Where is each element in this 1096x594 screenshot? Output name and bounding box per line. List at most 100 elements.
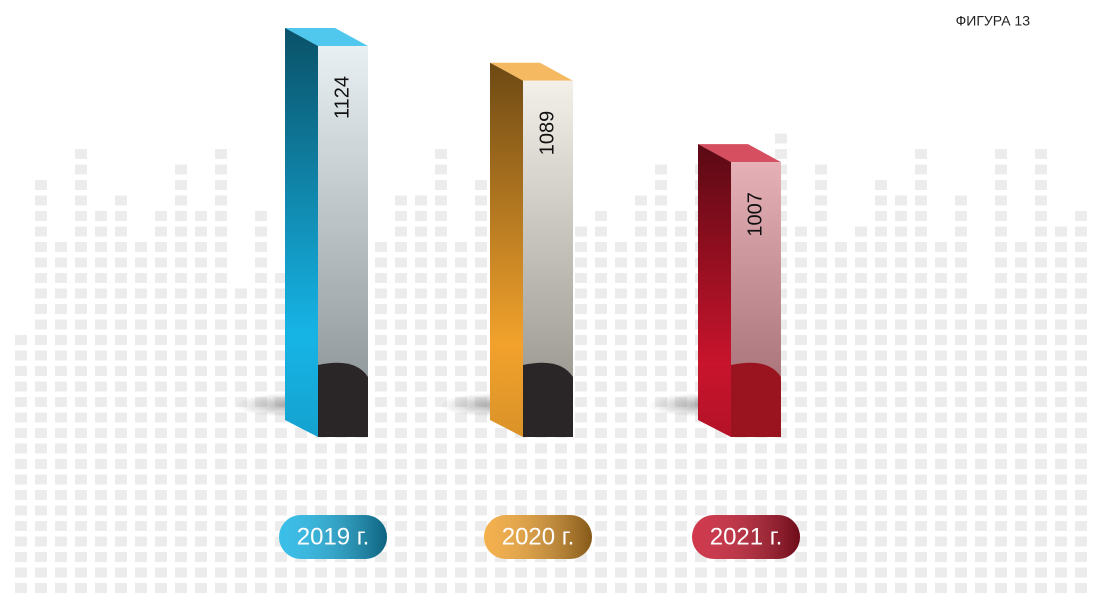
- bg-square: [195, 412, 207, 423]
- bg-square: [195, 443, 207, 454]
- bg-square: [475, 335, 487, 345]
- bg-square: [255, 521, 267, 531]
- bg-square: [635, 350, 647, 361]
- bg-square: [855, 273, 867, 283]
- bar-base: [731, 362, 781, 437]
- bg-square: [675, 211, 687, 221]
- bg-square: [275, 412, 287, 423]
- bg-square: [815, 304, 827, 314]
- bg-square: [735, 567, 747, 578]
- bg-square: [835, 474, 847, 485]
- bg-square: [895, 319, 907, 330]
- bg-square: [1015, 304, 1027, 314]
- bg-square: [995, 335, 1007, 345]
- bg-square: [875, 319, 887, 330]
- bg-square: [995, 412, 1007, 423]
- bg-square: [75, 490, 87, 500]
- bg-square: [175, 366, 187, 376]
- bg-square: [1075, 366, 1087, 376]
- bg-square: [175, 226, 187, 237]
- bg-square: [955, 273, 967, 283]
- bg-square: [1035, 443, 1047, 454]
- bg-square: [215, 428, 227, 438]
- bg-square: [215, 474, 227, 485]
- bg-square: [255, 350, 267, 361]
- bg-square: [815, 226, 827, 237]
- bg-square: [75, 180, 87, 190]
- bg-square: [15, 474, 27, 485]
- bg-square: [1075, 242, 1087, 252]
- bg-square: [15, 459, 27, 469]
- bg-square: [1055, 288, 1067, 299]
- bg-square: [435, 443, 447, 454]
- bg-square: [755, 567, 767, 578]
- bg-square: [655, 288, 667, 299]
- bg-square: [35, 536, 47, 547]
- bg-square: [995, 288, 1007, 299]
- bg-square: [35, 505, 47, 516]
- bg-square: [535, 567, 547, 578]
- bg-square: [675, 459, 687, 469]
- bg-square: [415, 257, 427, 268]
- bg-square: [1015, 443, 1027, 454]
- bg-square: [435, 381, 447, 392]
- bg-square: [1035, 242, 1047, 252]
- bg-square: [855, 521, 867, 531]
- bg-square: [855, 536, 867, 547]
- bg-square: [635, 211, 647, 221]
- bg-square: [995, 319, 1007, 330]
- bg-square: [15, 335, 27, 345]
- bg-square: [655, 583, 667, 593]
- bg-square: [655, 257, 667, 268]
- bg-square: [315, 490, 327, 500]
- bg-square: [1075, 350, 1087, 361]
- bg-square: [235, 521, 247, 531]
- bg-square: [815, 211, 827, 221]
- bg-square: [595, 350, 607, 361]
- bg-square: [535, 443, 547, 454]
- bg-square: [175, 304, 187, 314]
- bar-base: [318, 362, 368, 437]
- bg-square: [235, 536, 247, 547]
- bg-square: [595, 304, 607, 314]
- bg-square: [835, 412, 847, 423]
- bg-square: [155, 350, 167, 361]
- bg-square: [475, 195, 487, 206]
- bg-square: [115, 226, 127, 237]
- bg-square: [135, 397, 147, 407]
- bg-square: [675, 366, 687, 376]
- bg-square: [155, 443, 167, 454]
- bg-square: [55, 490, 67, 500]
- bg-square: [215, 180, 227, 190]
- bg-square: [795, 536, 807, 547]
- bg-square: [95, 505, 107, 516]
- bg-square: [1055, 459, 1067, 469]
- bg-square: [995, 366, 1007, 376]
- bg-square: [815, 366, 827, 376]
- bg-square: [815, 474, 827, 485]
- bg-square: [635, 505, 647, 516]
- bg-square: [155, 226, 167, 237]
- bg-square: [955, 583, 967, 593]
- bg-square: [455, 319, 467, 330]
- bg-square: [615, 521, 627, 531]
- bg-square: [1015, 552, 1027, 562]
- bg-square: [155, 583, 167, 593]
- bg-square: [975, 567, 987, 578]
- bg-square: [1035, 195, 1047, 206]
- bg-square: [375, 242, 387, 252]
- bg-square: [455, 381, 467, 392]
- bg-square: [55, 381, 67, 392]
- bg-square: [815, 257, 827, 268]
- bg-square: [155, 567, 167, 578]
- bg-square: [155, 211, 167, 221]
- bg-square: [215, 195, 227, 206]
- bg-square: [115, 552, 127, 562]
- bg-square: [1035, 211, 1047, 221]
- bg-square: [855, 428, 867, 438]
- bg-square: [395, 583, 407, 593]
- bg-square: [335, 505, 347, 516]
- bg-square: [835, 366, 847, 376]
- bg-square: [795, 273, 807, 283]
- bg-square: [375, 567, 387, 578]
